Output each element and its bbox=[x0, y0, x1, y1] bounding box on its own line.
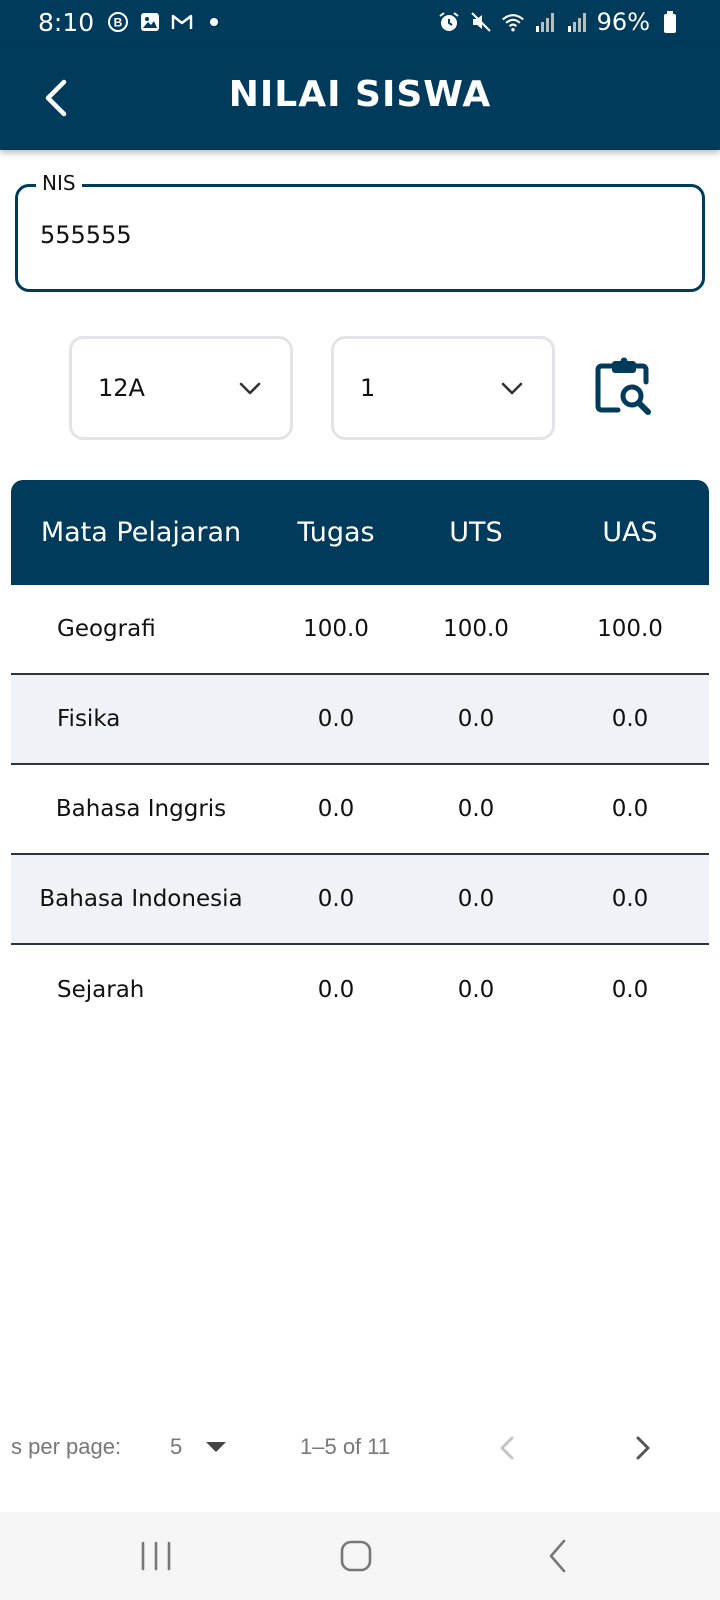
rows-per-page-label: s per page: bbox=[11, 1434, 122, 1459]
svg-text:B: B bbox=[114, 16, 123, 30]
battery-percent: 96% bbox=[596, 8, 650, 36]
b-badge-icon: B bbox=[106, 10, 130, 34]
app-bar: NILAI SISWA bbox=[0, 44, 720, 150]
subject-cell: Bahasa Inggris bbox=[55, 796, 227, 822]
subject-cell: Fisika bbox=[57, 706, 121, 732]
nis-value[interactable]: 555555 bbox=[40, 221, 132, 249]
subject-cell: Geografi bbox=[57, 616, 156, 642]
status-left: 8:10 B bbox=[38, 8, 226, 37]
recent-apps-icon bbox=[141, 1541, 171, 1571]
next-page-button[interactable] bbox=[622, 1428, 662, 1468]
nis-input[interactable]: NIS 555555 bbox=[15, 171, 705, 292]
uts-cell: 0.0 bbox=[457, 977, 495, 1003]
semester-select[interactable]: 1 bbox=[331, 336, 555, 440]
tugas-cell: 0.0 bbox=[317, 977, 355, 1003]
uas-cell: 0.0 bbox=[611, 706, 649, 732]
caret-down-icon[interactable] bbox=[206, 1442, 226, 1452]
status-bar: 8:10 B 96% bbox=[0, 0, 720, 44]
chevron-down-icon bbox=[239, 382, 261, 395]
home-icon bbox=[340, 1540, 372, 1572]
system-back-button[interactable] bbox=[534, 1534, 582, 1578]
signal-icon bbox=[533, 10, 557, 34]
uas-cell: 100.0 bbox=[597, 616, 663, 642]
clipboard-search-icon bbox=[595, 357, 651, 415]
image-icon bbox=[138, 10, 162, 34]
status-right: 96% bbox=[437, 8, 682, 36]
uas-cell: 0.0 bbox=[611, 886, 649, 912]
status-time: 8:10 bbox=[38, 7, 95, 37]
page-range: 1–5 of 11 bbox=[300, 1434, 391, 1459]
gmail-icon bbox=[170, 10, 194, 34]
back-button[interactable] bbox=[30, 70, 86, 126]
battery-icon bbox=[658, 10, 682, 34]
semester-select-value: 1 bbox=[360, 374, 376, 402]
chevron-left-icon bbox=[500, 1436, 514, 1460]
search-grades-button[interactable] bbox=[594, 356, 654, 420]
header-uas: UAS bbox=[602, 517, 658, 548]
mute-icon bbox=[469, 10, 493, 34]
header-tugas: Tugas bbox=[297, 517, 375, 548]
table-row: Sejarah 0.0 0.0 0.0 bbox=[11, 945, 709, 1035]
uts-cell: 100.0 bbox=[443, 616, 509, 642]
tugas-cell: 0.0 bbox=[317, 796, 355, 822]
alarm-icon bbox=[437, 10, 461, 34]
grades-table: Mata Pelajaran Tugas UTS UAS Geografi 10… bbox=[11, 480, 709, 1035]
uts-cell: 0.0 bbox=[457, 886, 495, 912]
uts-cell: 0.0 bbox=[457, 706, 495, 732]
wifi-icon bbox=[501, 10, 525, 34]
header-uts: UTS bbox=[449, 517, 503, 548]
back-icon bbox=[549, 1539, 566, 1573]
table-pagination: s per page: 5 1–5 of 11 bbox=[0, 1420, 720, 1476]
dot-icon bbox=[202, 10, 226, 34]
chevron-down-icon bbox=[501, 382, 523, 395]
recent-apps-button[interactable] bbox=[132, 1534, 180, 1578]
home-button[interactable] bbox=[332, 1534, 380, 1578]
uts-cell: 0.0 bbox=[457, 796, 495, 822]
table-row: Geografi 100.0 100.0 100.0 bbox=[11, 585, 709, 675]
signal-icon bbox=[565, 10, 589, 34]
table-row: Fisika 0.0 0.0 0.0 bbox=[11, 675, 709, 765]
uas-cell: 0.0 bbox=[611, 796, 649, 822]
navigation-bar bbox=[0, 1512, 720, 1600]
table-header: Mata Pelajaran Tugas UTS UAS bbox=[11, 480, 709, 585]
nis-label: NIS bbox=[36, 171, 82, 195]
table-row: Bahasa Inggris 0.0 0.0 0.0 bbox=[11, 765, 709, 855]
rows-per-page-select[interactable]: 5 bbox=[170, 1434, 183, 1459]
chevron-right-icon bbox=[636, 1436, 650, 1460]
table-row: Bahasa Indonesia 0.0 0.0 0.0 bbox=[11, 855, 709, 945]
header-subject: Mata Pelajaran bbox=[40, 516, 242, 548]
tugas-cell: 0.0 bbox=[317, 706, 355, 732]
uas-cell: 0.0 bbox=[611, 977, 649, 1003]
page-title: NILAI SISWA bbox=[228, 74, 492, 115]
subject-cell: Bahasa Indonesia bbox=[39, 886, 243, 912]
tugas-cell: 0.0 bbox=[317, 886, 355, 912]
class-select-value: 12A bbox=[98, 374, 145, 402]
back-arrow-icon bbox=[45, 79, 67, 117]
tugas-cell: 100.0 bbox=[303, 616, 369, 642]
class-select[interactable]: 12A bbox=[69, 336, 293, 440]
subject-cell: Sejarah bbox=[57, 977, 145, 1003]
previous-page-button[interactable] bbox=[488, 1428, 528, 1468]
